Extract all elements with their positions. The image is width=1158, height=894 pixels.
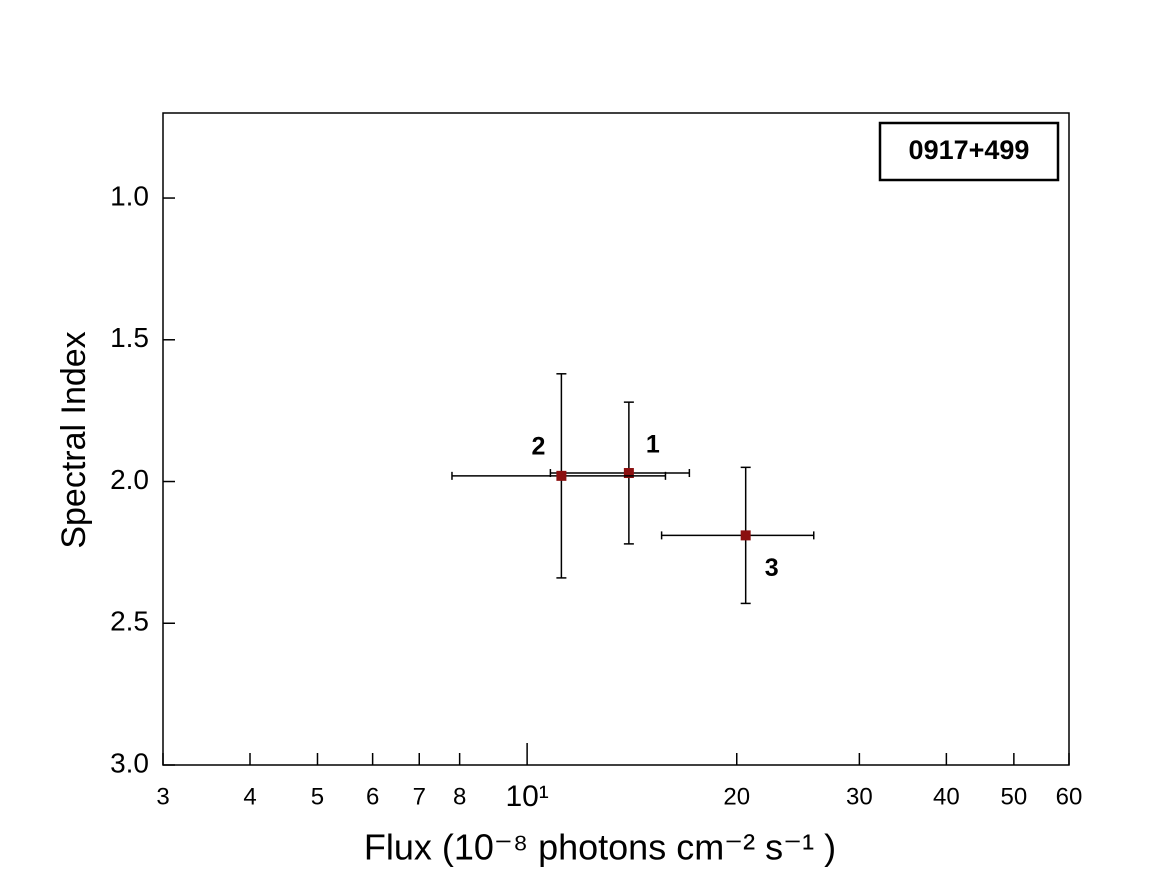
plot-frame bbox=[162, 112, 1070, 766]
x-tick-label: 30 bbox=[846, 783, 873, 810]
point-label: 1 bbox=[646, 431, 660, 459]
y-tick-label: 3.0 bbox=[110, 747, 149, 778]
x-tick-label: 50 bbox=[1001, 783, 1028, 810]
point bbox=[556, 470, 567, 481]
x-tick-label: 6 bbox=[366, 783, 379, 810]
y-tick-label: 1.0 bbox=[110, 180, 149, 211]
y-tick-label: 1.5 bbox=[110, 322, 149, 353]
point-label: 2 bbox=[531, 432, 545, 460]
x-tick-label: 10¹ bbox=[505, 780, 548, 813]
x-tick-label: 8 bbox=[453, 783, 466, 810]
x-tick-label: 3 bbox=[156, 783, 169, 810]
x-tick-label: 5 bbox=[311, 783, 324, 810]
point-label: 3 bbox=[765, 554, 779, 582]
x-tick-label: 20 bbox=[723, 783, 750, 810]
y-tick-label: 2.5 bbox=[110, 606, 149, 637]
y-tick-label: 2.0 bbox=[110, 464, 149, 495]
point bbox=[740, 530, 751, 541]
point bbox=[623, 468, 634, 479]
y-axis-label: Spectral Index bbox=[55, 331, 93, 548]
annotation-box bbox=[878, 121, 1060, 182]
x-tick-label: 60 bbox=[1056, 783, 1083, 810]
annotation: 0917+499 bbox=[909, 135, 1030, 165]
x-axis-label: Flux (10⁻⁸ photons cm⁻² s⁻¹ ) bbox=[364, 827, 836, 868]
x-tick-label: 4 bbox=[243, 783, 256, 810]
x-tick-label: 7 bbox=[413, 783, 426, 810]
x-tick-label: 40 bbox=[933, 783, 960, 810]
